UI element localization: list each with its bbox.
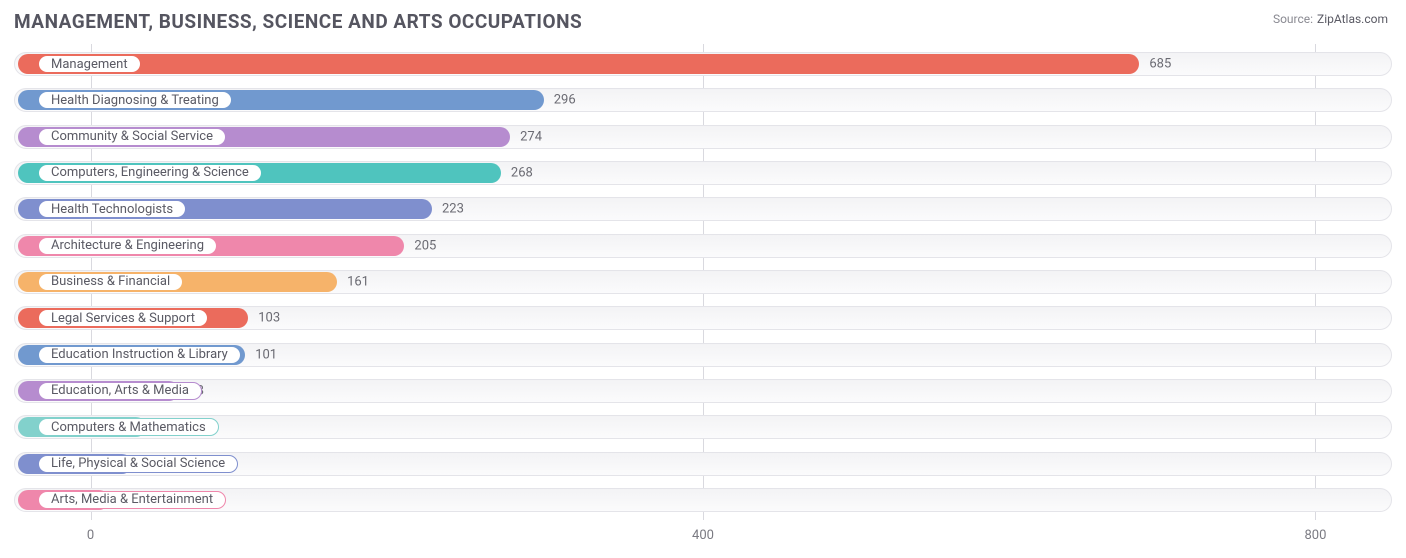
category-label: Education, Arts & Media bbox=[38, 382, 202, 400]
bar-value-label: 268 bbox=[511, 165, 533, 180]
bar-track bbox=[14, 415, 1392, 439]
category-label: Computers, Engineering & Science bbox=[38, 164, 262, 182]
category-label: Health Technologists bbox=[38, 200, 186, 218]
source-attribution: Source: ZipAtlas.com bbox=[1273, 12, 1388, 26]
x-tick-label: 800 bbox=[1304, 528, 1326, 543]
source-name: ZipAtlas.com bbox=[1317, 12, 1388, 26]
category-label: Life, Physical & Social Science bbox=[38, 455, 238, 473]
category-label: Architecture & Engineering bbox=[38, 237, 217, 255]
category-label: Management bbox=[38, 55, 141, 73]
bar-row: 12Arts, Media & Entertainment bbox=[14, 486, 1392, 514]
bar-row: 27Life, Physical & Social Science bbox=[14, 450, 1392, 478]
bars-container: 685 Management 296 Health Diagnosing & Trea… bbox=[14, 50, 1392, 514]
bar-value-label: 161 bbox=[347, 274, 369, 289]
bar-value-label: 223 bbox=[442, 202, 464, 217]
bar-chart: 685 Management 296 Health Diagnosing & Trea… bbox=[14, 44, 1392, 548]
bar-row: 101 Education Instruction & Library bbox=[14, 341, 1392, 369]
category-label: Education Instruction & Library bbox=[38, 346, 241, 364]
bar-row: 296 Health Diagnosing & Treating bbox=[14, 86, 1392, 114]
bar-value-label: 101 bbox=[255, 347, 277, 362]
x-tick-label: 400 bbox=[692, 528, 714, 543]
category-label: Business & Financial bbox=[38, 273, 183, 291]
category-label: Legal Services & Support bbox=[38, 309, 208, 327]
bar-value-label: 274 bbox=[520, 129, 542, 144]
bar-value-label: 296 bbox=[554, 93, 576, 108]
bar-row: 103 Legal Services & Support bbox=[14, 304, 1392, 332]
chart-title: MANAGEMENT, BUSINESS, SCIENCE AND ARTS O… bbox=[14, 10, 582, 33]
bar-row: 58Education, Arts & Media bbox=[14, 377, 1392, 405]
bar-value-label: 685 bbox=[1149, 57, 1171, 72]
x-axis: 0 400 800 bbox=[14, 528, 1392, 548]
bar-row: 685 Management bbox=[14, 50, 1392, 78]
bar-value-label: 103 bbox=[258, 311, 280, 326]
plot-area: 685 Management 296 Health Diagnosing & Trea… bbox=[14, 44, 1392, 520]
bar-row: 36Computers & Mathematics bbox=[14, 413, 1392, 441]
category-label: Arts, Media & Entertainment bbox=[38, 491, 226, 509]
bar-row: 161 Business & Financial bbox=[14, 268, 1392, 296]
category-label: Community & Social Service bbox=[38, 128, 226, 146]
bar-row: 274 Community & Social Service bbox=[14, 123, 1392, 151]
bar-value-label: 205 bbox=[414, 238, 436, 253]
bar-row: 268 Computers, Engineering & Science bbox=[14, 159, 1392, 187]
category-label: Health Diagnosing & Treating bbox=[38, 91, 232, 109]
bar-row: 223 Health Technologists bbox=[14, 195, 1392, 223]
source-label: Source: bbox=[1273, 12, 1313, 26]
bar bbox=[18, 54, 1139, 74]
bar-row: 205 Architecture & Engineering bbox=[14, 232, 1392, 260]
bar-track bbox=[14, 379, 1392, 403]
category-label: Computers & Mathematics bbox=[38, 418, 219, 436]
x-tick-label: 0 bbox=[87, 528, 94, 543]
